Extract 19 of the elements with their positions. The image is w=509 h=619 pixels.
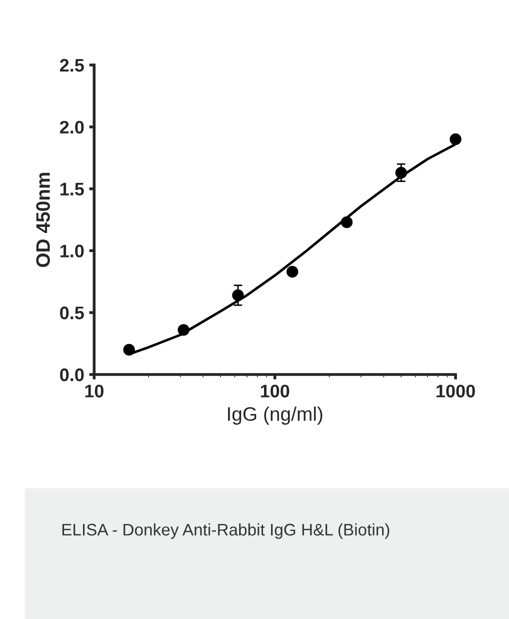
point (340, 216, 353, 228)
x-tick-label: 100 (260, 384, 290, 398)
x-tick-label: 10 (85, 384, 104, 398)
x-axis-title: IgG (ng/ml) (228, 406, 322, 425)
y-tick-label: 2.0 (60, 120, 84, 134)
text: ELISA - Donkey Anti-Rabbit IgG H&L (Biotin) (62, 523, 390, 539)
y-tick-label: 2.5 (60, 58, 84, 72)
x-tick-label: 1000 (436, 384, 475, 398)
y-tick-label: 0.5 (60, 306, 84, 320)
point (232, 289, 244, 302)
point (123, 344, 135, 356)
y-axis-title: OD 450nm (36, 172, 50, 268)
y-tick-label: 1.0 (60, 244, 84, 258)
point (286, 266, 298, 278)
y-tick-label: 0.0 (60, 368, 84, 382)
point (450, 133, 462, 146)
y-tick-label: 1.5 (60, 182, 84, 196)
point (178, 324, 190, 336)
point (395, 166, 408, 179)
